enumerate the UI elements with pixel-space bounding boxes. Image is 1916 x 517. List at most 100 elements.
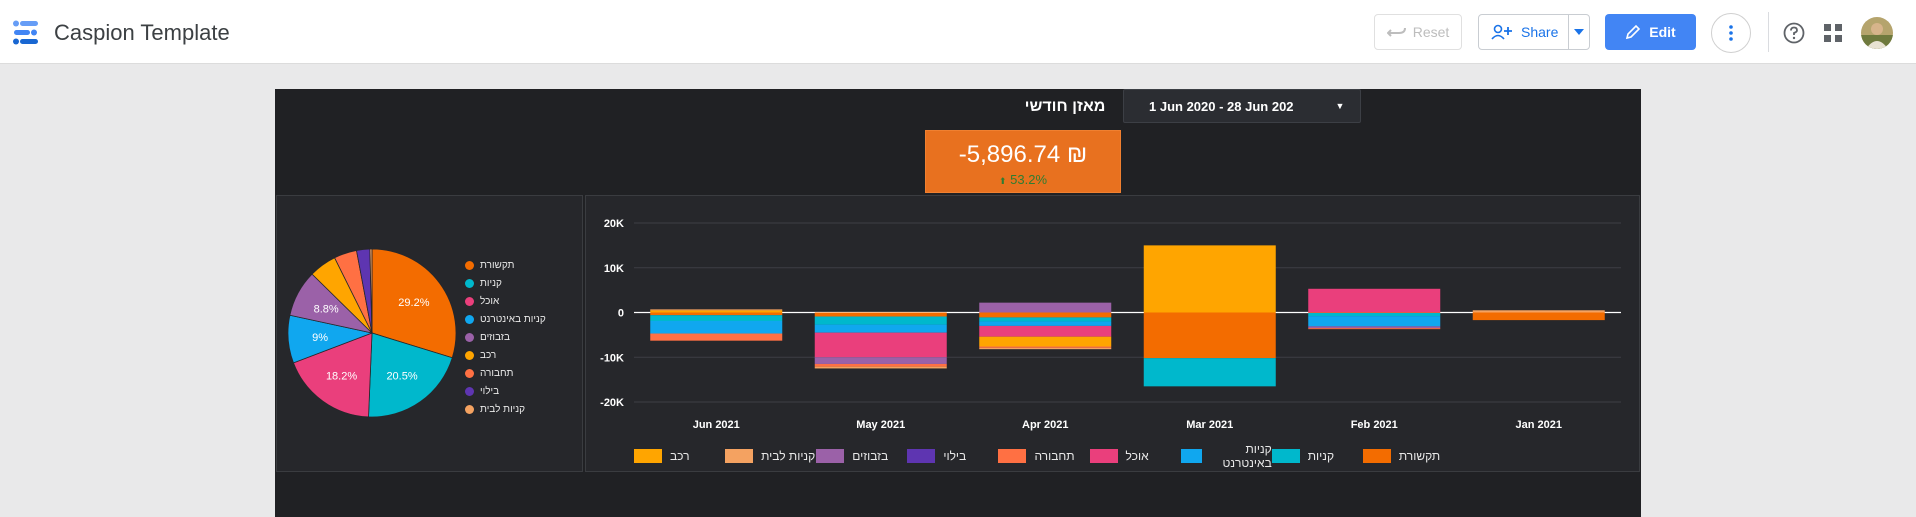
bar-segment[interactable] xyxy=(1308,312,1441,317)
bar-legend-item[interactable]: אוכל xyxy=(1089,442,1181,470)
pie-legend-item[interactable]: קניות באינטרנט xyxy=(465,310,575,328)
legend-label: קניות לבית xyxy=(480,403,526,415)
bar-segment[interactable] xyxy=(1308,326,1441,329)
bar-legend-item[interactable]: בילוי xyxy=(907,442,998,470)
arrow-up-icon: ⬆ xyxy=(998,176,1007,186)
legend-swatch xyxy=(1180,449,1203,463)
pie-legend-item[interactable]: קניות לבית xyxy=(465,400,575,418)
legend-label: תקשורת xyxy=(480,259,515,271)
bar-segment[interactable] xyxy=(814,332,947,358)
pie-data-label: 18.2% xyxy=(326,370,357,382)
pie-legend: תקשורת קניות אוכל קניות באינטרנט בזבוזים רכב ת… xyxy=(465,256,575,418)
date-range-picker[interactable]: 1 Jun 2020 - 28 Jun 202 ▼ xyxy=(1123,89,1361,123)
legend-label: רכב xyxy=(480,349,497,361)
bar-segment[interactable] xyxy=(979,317,1112,322)
user-avatar[interactable] xyxy=(1861,17,1893,49)
legend-swatch xyxy=(1362,449,1391,463)
reset-button[interactable]: Reset xyxy=(1374,14,1462,50)
pie-legend-item[interactable]: תחבורה xyxy=(465,364,575,382)
report-name[interactable]: Caspion Template xyxy=(54,20,230,45)
legend-label: בזבוזים xyxy=(480,331,511,343)
bar-segment[interactable] xyxy=(814,366,947,369)
bar-segment[interactable] xyxy=(979,346,1112,348)
bar-segment[interactable] xyxy=(1143,245,1276,313)
bar-segment[interactable] xyxy=(814,357,947,364)
apps-grid-icon[interactable] xyxy=(1824,24,1842,42)
share-main[interactable]: Share xyxy=(1479,15,1570,49)
pie-legend-item[interactable]: רכב xyxy=(465,346,575,364)
kpi-delta: ⬆ 53.2% xyxy=(926,172,1120,187)
bar-segment[interactable] xyxy=(814,316,947,325)
stacked-bar-chart[interactable]: 20K 10K 0 -10K -20K Jun 2021 May 2021 Apr 2021 M… xyxy=(586,196,1641,436)
legend-swatch xyxy=(998,449,1027,463)
bar-segment[interactable] xyxy=(650,312,783,316)
pie-legend-item[interactable]: תקשורת xyxy=(465,256,575,274)
edit-button[interactable]: Edit xyxy=(1605,14,1696,50)
legend-label: בילוי xyxy=(943,449,967,463)
bar-segment[interactable] xyxy=(1308,328,1441,330)
legend-label: תחבורה xyxy=(1034,449,1075,463)
bar-segment[interactable] xyxy=(650,315,783,322)
bar-segment[interactable] xyxy=(814,312,947,317)
share-button[interactable]: Share xyxy=(1478,14,1590,50)
bar-legend-item[interactable]: רכב xyxy=(634,442,725,470)
bar-legend-item[interactable]: קניות לבית xyxy=(725,442,816,470)
bar-segment[interactable] xyxy=(814,363,947,367)
pie-legend-item[interactable]: אוכל xyxy=(465,292,575,310)
bar-segment[interactable] xyxy=(650,321,783,334)
pie-chart-panel[interactable]: 29.2% 20.5% 18.2% 9% 8.8% תקשורת קניות אוכל קני… xyxy=(276,195,583,472)
bar-segment[interactable] xyxy=(650,333,783,341)
kpi-value: -5,896.74 ₪ xyxy=(958,141,1088,168)
bar-segment[interactable] xyxy=(979,321,1112,326)
y-tick-label: -20K xyxy=(600,397,624,409)
legend-swatch xyxy=(634,449,662,463)
pie-slice[interactable] xyxy=(369,248,373,334)
caret-down-icon xyxy=(1574,29,1585,35)
help-icon[interactable] xyxy=(1783,22,1805,44)
pie-legend-item[interactable]: בזבוזים xyxy=(465,328,575,346)
bar-segment[interactable] xyxy=(1472,312,1605,321)
bar-segment[interactable] xyxy=(1472,310,1605,313)
legend-label: בילוי xyxy=(480,385,500,397)
y-tick-label: 0 xyxy=(618,308,624,320)
bar-legend-item[interactable]: קניות xyxy=(1271,442,1363,470)
top-toolbar: Caspion Template Reset Share Edit xyxy=(0,0,1916,64)
more-vert-icon xyxy=(1729,25,1733,41)
bar-legend-item[interactable]: תחבורה xyxy=(998,442,1089,470)
bar-segment[interactable] xyxy=(979,336,1112,347)
bar-segment[interactable] xyxy=(650,310,783,313)
date-range-value: 1 Jun 2020 - 28 Jun 202 xyxy=(1149,98,1294,114)
legend-label: קניות xyxy=(480,277,502,289)
bar-segment[interactable] xyxy=(979,347,1112,350)
legend-swatch xyxy=(725,449,754,463)
pie-slice[interactable] xyxy=(292,332,373,418)
legend-swatch xyxy=(907,449,936,463)
bar-legend-item[interactable]: תקשורת xyxy=(1362,442,1454,470)
bar-segment[interactable] xyxy=(650,309,783,311)
data-studio-logo-icon[interactable] xyxy=(12,20,40,46)
kpi-scorecard[interactable]: -5,896.74 ₪ ⬆ 53.2% xyxy=(925,130,1121,193)
bar-segment[interactable] xyxy=(1143,312,1276,359)
x-tick-label: Apr 2021 xyxy=(1022,419,1068,431)
pie-slice[interactable] xyxy=(371,248,457,359)
pie-chart[interactable]: 29.2% 20.5% 18.2% 9% 8.8% xyxy=(285,246,460,421)
bar-segment[interactable] xyxy=(1143,358,1276,387)
bar-legend-item[interactable]: בזבוזים xyxy=(816,442,907,470)
pie-slice[interactable] xyxy=(368,332,453,418)
bar-segment[interactable] xyxy=(1308,288,1441,313)
bar-segment[interactable] xyxy=(979,302,1112,313)
caret-down-icon: ▼ xyxy=(1335,101,1345,111)
bar-chart-panel[interactable]: 20K 10K 0 -10K -20K Jun 2021 May 2021 Apr 2021 M… xyxy=(585,195,1640,472)
pie-legend-item[interactable]: בילוי xyxy=(465,382,575,400)
undo-icon xyxy=(1386,27,1406,37)
legend-dot xyxy=(465,368,474,378)
share-options-dropdown[interactable] xyxy=(1569,15,1589,49)
bar-segment[interactable] xyxy=(1308,316,1441,327)
bar-legend-item[interactable]: קניות באינטרנט xyxy=(1180,442,1272,470)
legend-dot xyxy=(465,386,474,396)
bar-segment[interactable] xyxy=(979,312,1112,318)
bar-segment[interactable] xyxy=(979,325,1112,337)
bar-segment[interactable] xyxy=(814,324,947,333)
pie-legend-item[interactable]: קניות xyxy=(465,274,575,292)
more-options-button[interactable] xyxy=(1711,13,1751,53)
